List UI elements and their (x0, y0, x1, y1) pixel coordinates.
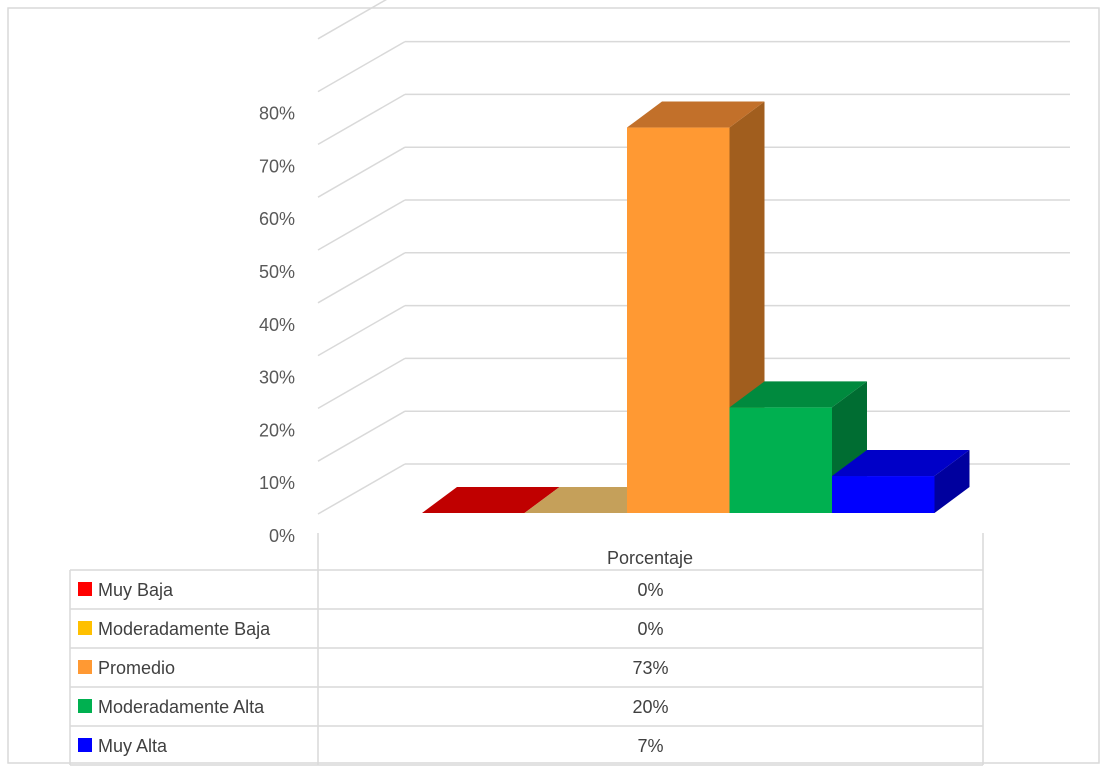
y-tick-label: 80% (259, 104, 295, 124)
bar-top (729, 381, 867, 408)
gridline-diagonal (317, 463, 406, 515)
data-label: 20% (632, 697, 668, 717)
bar-front (627, 127, 730, 513)
legend-swatch (78, 582, 92, 596)
table-row: Moderadamente Alta 20% (78, 697, 669, 717)
bar-side (934, 450, 970, 513)
table-row: Muy Alta 7% (78, 736, 664, 756)
bar-front (729, 407, 832, 513)
bar-top (832, 450, 970, 477)
gridline-diagonal (317, 40, 406, 93)
y-tick-label: 60% (259, 209, 295, 229)
legend-swatch (78, 699, 92, 713)
y-tick-label: 50% (259, 262, 295, 282)
table-row: Moderadamente Baja 0% (78, 619, 664, 639)
legend-swatch (78, 621, 92, 635)
bar-muy-alta (832, 450, 970, 513)
y-tick-label: 70% (259, 156, 295, 176)
data-label: 73% (632, 658, 668, 678)
bar-front (832, 476, 935, 513)
legend-label: Muy Alta (98, 736, 168, 756)
gridline-diagonal (317, 199, 406, 251)
bar-top (627, 101, 765, 128)
legend-label: Promedio (98, 658, 175, 678)
bar-muy-baja (422, 487, 560, 513)
gridline-diagonal (317, 146, 406, 198)
y-tick-label: 0% (269, 526, 295, 546)
gridline-diagonal (317, 93, 406, 146)
y-tick-label: 30% (259, 368, 295, 388)
gridline-diagonal (317, 410, 406, 462)
gridline-diagonal (317, 252, 406, 304)
data-label: 7% (637, 736, 663, 756)
data-label: 0% (637, 619, 663, 639)
y-axis-tick-labels: 0% 10% 20% 30% 40% 50% 60% 70% 80% (259, 104, 295, 546)
bars (422, 101, 970, 513)
legend-swatch (78, 738, 92, 752)
gridline-diagonal (317, 304, 406, 357)
category-label: Porcentaje (607, 548, 693, 568)
bar-top (422, 487, 560, 513)
y-tick-label: 40% (259, 315, 295, 335)
table-row: Promedio 73% (78, 658, 669, 678)
gridline-diagonal (317, 357, 406, 410)
chart-border (7, 7, 1100, 764)
legend-label: Moderadamente Alta (98, 697, 265, 717)
gridline-diagonal (317, 0, 388, 40)
table-row: Muy Baja 0% (78, 580, 664, 600)
data-table: Porcentaje Muy Baja 0% Moderadamente Baja 0… (69, 533, 984, 766)
data-label: 0% (637, 580, 663, 600)
legend-label: Muy Baja (98, 580, 174, 600)
y-tick-label: 10% (259, 473, 295, 493)
y-tick-label: 20% (259, 420, 295, 440)
legend-swatch (78, 660, 92, 674)
legend-label: Moderadamente Baja (98, 619, 271, 639)
